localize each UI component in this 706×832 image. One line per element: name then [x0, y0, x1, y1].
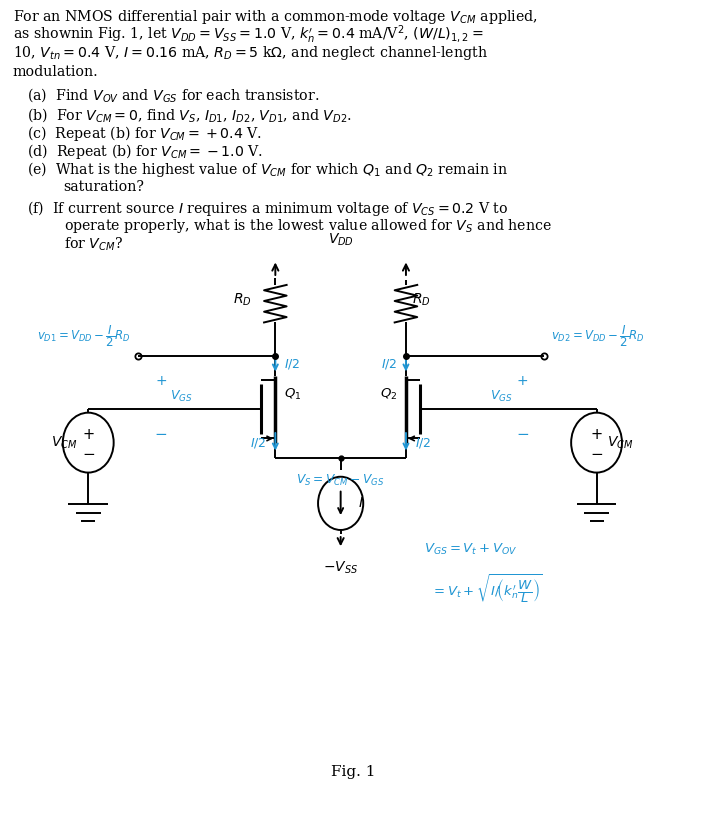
Text: $+$: $+$ [516, 374, 529, 388]
Text: $= V_t + \sqrt{I/\!\left(k_n^{\prime}\dfrac{W}{L}\right)}$: $= V_t + \sqrt{I/\!\left(k_n^{\prime}\df… [431, 572, 542, 606]
Text: $R_D$: $R_D$ [233, 291, 251, 308]
Text: $I/2$: $I/2$ [415, 437, 431, 450]
Text: for $V_{CM}$?: for $V_{CM}$? [64, 236, 123, 253]
Text: $v_{D1} = V_{DD} - \dfrac{I}{2}R_D$: $v_{D1} = V_{DD} - \dfrac{I}{2}R_D$ [37, 324, 131, 349]
Text: For an NMOS differential pair with a common-mode voltage $V_{CM}$ applied,: For an NMOS differential pair with a com… [13, 7, 537, 26]
Text: (f)  If current source $I$ requires a minimum voltage of $V_{CS} = 0.2$ V to: (f) If current source $I$ requires a min… [27, 199, 508, 217]
Text: $V_{CM}$: $V_{CM}$ [52, 434, 78, 451]
Text: $V_{DD}$: $V_{DD}$ [328, 231, 354, 248]
Text: $+$: $+$ [82, 428, 95, 442]
Text: $I$: $I$ [358, 497, 364, 510]
Text: $R_D$: $R_D$ [412, 291, 430, 308]
Text: $V_{GS} = V_t + V_{OV}$: $V_{GS} = V_t + V_{OV}$ [424, 542, 517, 557]
Text: (b)  For $V_{CM} = 0$, find $V_S$, $I_{D1}$, $I_{D2}$, $V_{D1}$, and $V_{D2}$.: (b) For $V_{CM} = 0$, find $V_S$, $I_{D1… [27, 106, 352, 124]
Text: modulation.: modulation. [13, 65, 98, 78]
Text: $-$: $-$ [590, 446, 603, 460]
Text: 10, $V_{tn} = 0.4$ V, $I = 0.16$ mA, $R_D = 5$ k$\Omega$, and neglect channel-le: 10, $V_{tn} = 0.4$ V, $I = 0.16$ mA, $R_… [13, 44, 488, 62]
Text: $+$: $+$ [155, 374, 167, 388]
Text: $Q_2$: $Q_2$ [380, 387, 397, 402]
Text: $I/2$: $I/2$ [284, 358, 300, 371]
Text: as shownin Fig. 1, let $V_{DD} = V_{SS} = 1.0$ V, $k^{\prime}_n = 0.4$ mA/V$^2$,: as shownin Fig. 1, let $V_{DD} = V_{SS} … [13, 23, 484, 47]
Text: (c)  Repeat (b) for $V_{CM} = +0.4$ V.: (c) Repeat (b) for $V_{CM} = +0.4$ V. [27, 124, 262, 142]
Text: $I/2$: $I/2$ [381, 358, 397, 371]
Text: $-$: $-$ [154, 426, 167, 439]
Text: $V_{CM}$: $V_{CM}$ [607, 434, 633, 451]
Text: (d)  Repeat (b) for $V_{CM} = -1.0$ V.: (d) Repeat (b) for $V_{CM} = -1.0$ V. [27, 142, 263, 161]
Text: (a)  Find $V_{OV}$ and $V_{GS}$ for each transistor.: (a) Find $V_{OV}$ and $V_{GS}$ for each … [27, 86, 319, 104]
Text: $-$: $-$ [82, 446, 95, 460]
Text: $-V_{SS}$: $-V_{SS}$ [323, 559, 358, 576]
Text: $+$: $+$ [590, 428, 603, 442]
Text: $-$: $-$ [516, 426, 529, 439]
Text: $v_{D2} = V_{DD} - \dfrac{I}{2}R_D$: $v_{D2} = V_{DD} - \dfrac{I}{2}R_D$ [551, 324, 645, 349]
Text: Fig. 1: Fig. 1 [330, 765, 376, 779]
Text: $V_{GS}$: $V_{GS}$ [490, 389, 513, 404]
Text: operate properly, what is the lowest value allowed for $V_S$ and hence: operate properly, what is the lowest val… [64, 217, 551, 235]
Text: (e)  What is the highest value of $V_{CM}$ for which $Q_1$ and $Q_2$ remain in: (e) What is the highest value of $V_{CM}… [27, 161, 508, 179]
Text: $V_S = V_{CM} - V_{GS}$: $V_S = V_{CM} - V_{GS}$ [297, 473, 385, 488]
Text: $I/2$: $I/2$ [250, 437, 266, 450]
Text: saturation?: saturation? [64, 181, 145, 194]
Text: $Q_1$: $Q_1$ [284, 387, 301, 402]
Text: $V_{GS}$: $V_{GS}$ [170, 389, 193, 404]
